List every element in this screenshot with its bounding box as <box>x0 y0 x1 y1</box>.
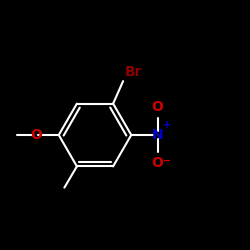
Text: O: O <box>152 156 164 170</box>
Text: O: O <box>152 100 164 114</box>
Text: −: − <box>162 156 170 166</box>
Text: N: N <box>152 128 163 142</box>
Text: +: + <box>163 120 171 130</box>
Text: Br: Br <box>124 65 142 79</box>
Text: O: O <box>30 128 42 142</box>
